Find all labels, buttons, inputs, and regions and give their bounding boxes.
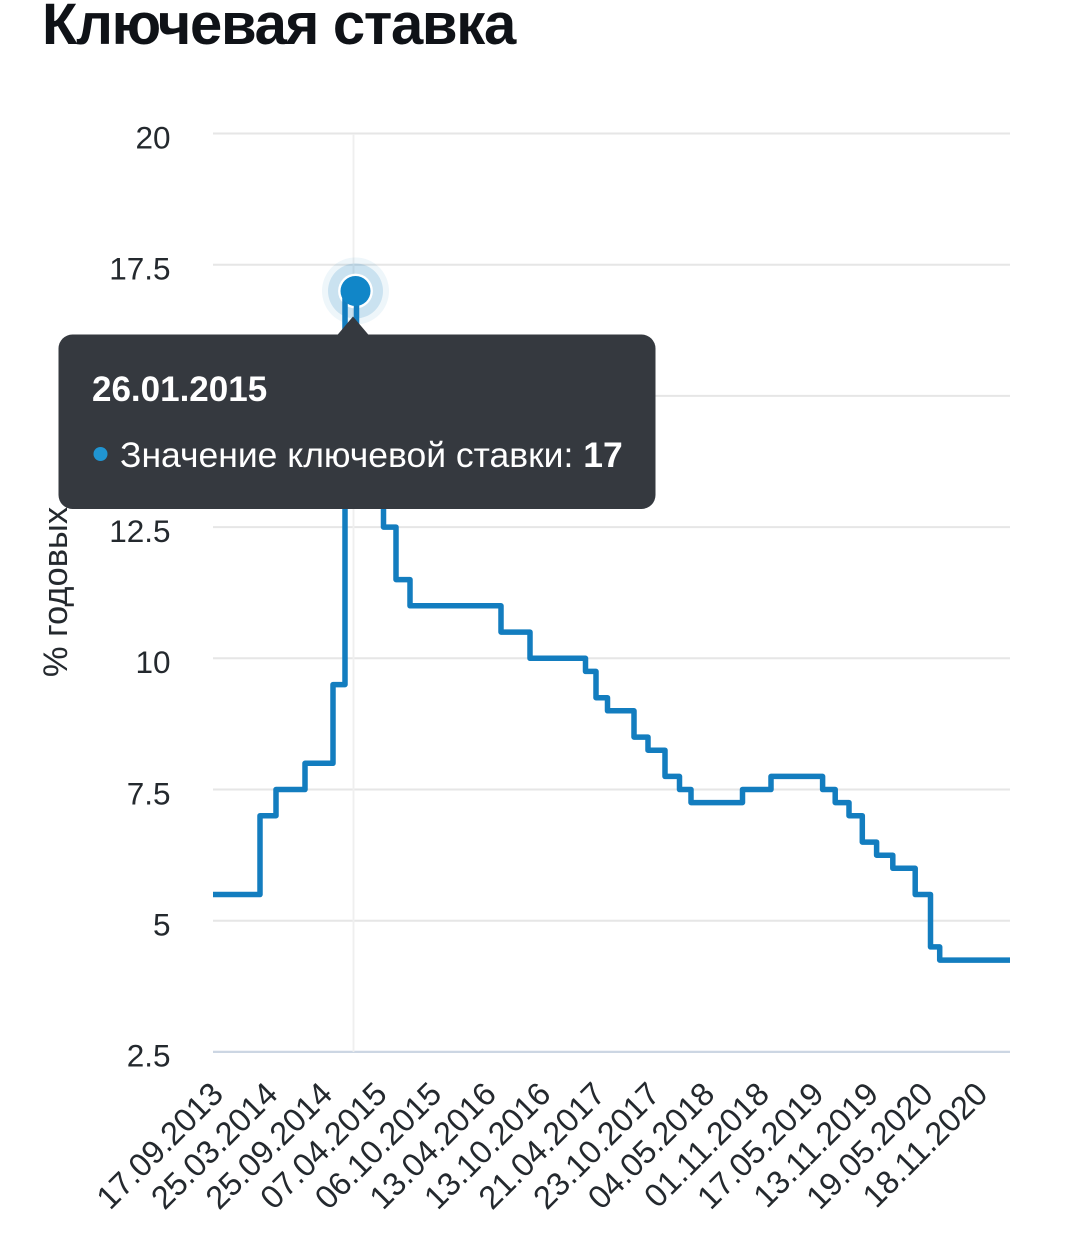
svg-text:10: 10 bbox=[135, 644, 170, 680]
svg-text:26.01.2015: 26.01.2015 bbox=[92, 370, 267, 409]
svg-text:20: 20 bbox=[135, 119, 170, 155]
svg-text:Значение ключевой ставки: 17: Значение ключевой ставки: 17 bbox=[120, 435, 623, 475]
svg-text:7.5: 7.5 bbox=[127, 775, 171, 811]
svg-text:17.5: 17.5 bbox=[109, 251, 170, 287]
svg-text:2.5: 2.5 bbox=[127, 1038, 171, 1074]
svg-text:% годовых: % годовых bbox=[37, 507, 75, 677]
svg-text:12.5: 12.5 bbox=[109, 513, 170, 549]
svg-text:5: 5 bbox=[153, 907, 171, 943]
